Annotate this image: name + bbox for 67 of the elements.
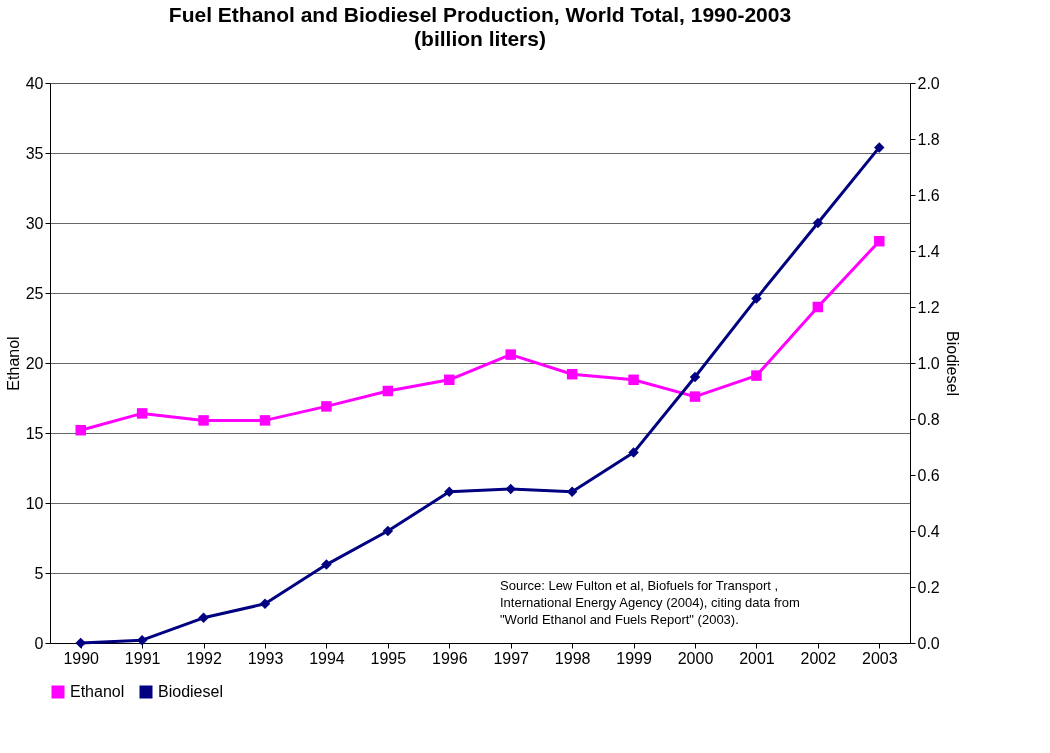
- chart-subtitle: (billion liters): [414, 27, 546, 50]
- x-tick-label: 1998: [554, 649, 591, 667]
- point: [505, 483, 516, 495]
- point: [444, 486, 455, 498]
- x-tick-label: 2002: [800, 649, 837, 667]
- point: [812, 301, 824, 313]
- point: [444, 374, 455, 386]
- x-tick-label: 1997: [493, 649, 530, 667]
- x-tick-label: 1999: [616, 649, 652, 667]
- y-tick-label: 25: [25, 284, 44, 302]
- y2-tick-label: 1.8: [917, 130, 940, 148]
- point: [505, 349, 516, 360]
- point: [321, 401, 332, 412]
- x-tick-label: 1991: [124, 649, 161, 667]
- x-tick-label: 2000: [677, 649, 714, 667]
- chart-title: Fuel Ethanol and Biodiesel Production, World Total, 1990-2003: [168, 3, 792, 26]
- y2-tick-label: 1.4: [917, 242, 940, 260]
- y-tick-label: 20: [25, 354, 44, 372]
- y2-axis-title: Biodiesel: [943, 331, 961, 396]
- point: [751, 370, 762, 381]
- y-tick-label: 15: [25, 424, 44, 442]
- y-tick-label: 0: [34, 634, 44, 652]
- y2-tick-label: 0.6: [917, 466, 940, 484]
- point: [382, 385, 394, 397]
- point: [566, 368, 578, 380]
- point: [874, 235, 885, 247]
- point: [812, 217, 824, 229]
- x-tick-label: 1992: [186, 649, 222, 667]
- y-axis-title: Ethanol: [4, 336, 22, 391]
- y-tick-label: 10: [25, 494, 44, 512]
- y2-tick-label: 0.2: [917, 578, 940, 596]
- legend-label: Biodiesel: [158, 683, 223, 700]
- x-tick-label: 1994: [309, 649, 345, 667]
- y-tick-label: 5: [34, 564, 44, 582]
- y2-tick-label: 1.2: [917, 298, 940, 316]
- y2-tick-label: 0.0: [917, 634, 940, 652]
- x-tick-label: 2001: [739, 649, 775, 667]
- y-tick-label: 30: [25, 214, 44, 232]
- y2-tick-label: 0.8: [917, 410, 940, 428]
- point: [628, 374, 639, 386]
- x-tick-label: 1990: [63, 649, 100, 667]
- x-tick-label: 2003: [861, 649, 898, 667]
- y2-tick-label: 2.0: [917, 74, 940, 92]
- point: [259, 598, 271, 610]
- y2-tick-label: 1.6: [917, 186, 940, 204]
- point: [689, 371, 701, 383]
- y-tick-label: 40: [25, 74, 44, 92]
- point: [75, 424, 86, 436]
- point: [259, 415, 271, 426]
- x-tick-label: 1996: [431, 649, 468, 667]
- point: [689, 391, 701, 402]
- annotation: Source: Lew Fulton et al, Biofuels for Transport , International Energy Agency (2004), citing data from "World Ethanol and Fuels Report" (2003).: [500, 578, 800, 627]
- y-tick-label: 35: [25, 144, 44, 162]
- point: [628, 447, 639, 458]
- legend-label: Ethanol: [70, 683, 125, 700]
- x-tick-label: 1995: [370, 649, 407, 667]
- point: [198, 612, 209, 624]
- point: [382, 525, 394, 537]
- point: [136, 408, 148, 419]
- y2-tick-label: 1.0: [917, 354, 940, 372]
- y2-tick-label: 0.4: [917, 522, 940, 540]
- point: [321, 559, 332, 570]
- point: [198, 415, 209, 426]
- point: [751, 293, 762, 304]
- point: [874, 142, 885, 153]
- x-tick-label: 1993: [247, 649, 284, 667]
- point: [75, 637, 86, 649]
